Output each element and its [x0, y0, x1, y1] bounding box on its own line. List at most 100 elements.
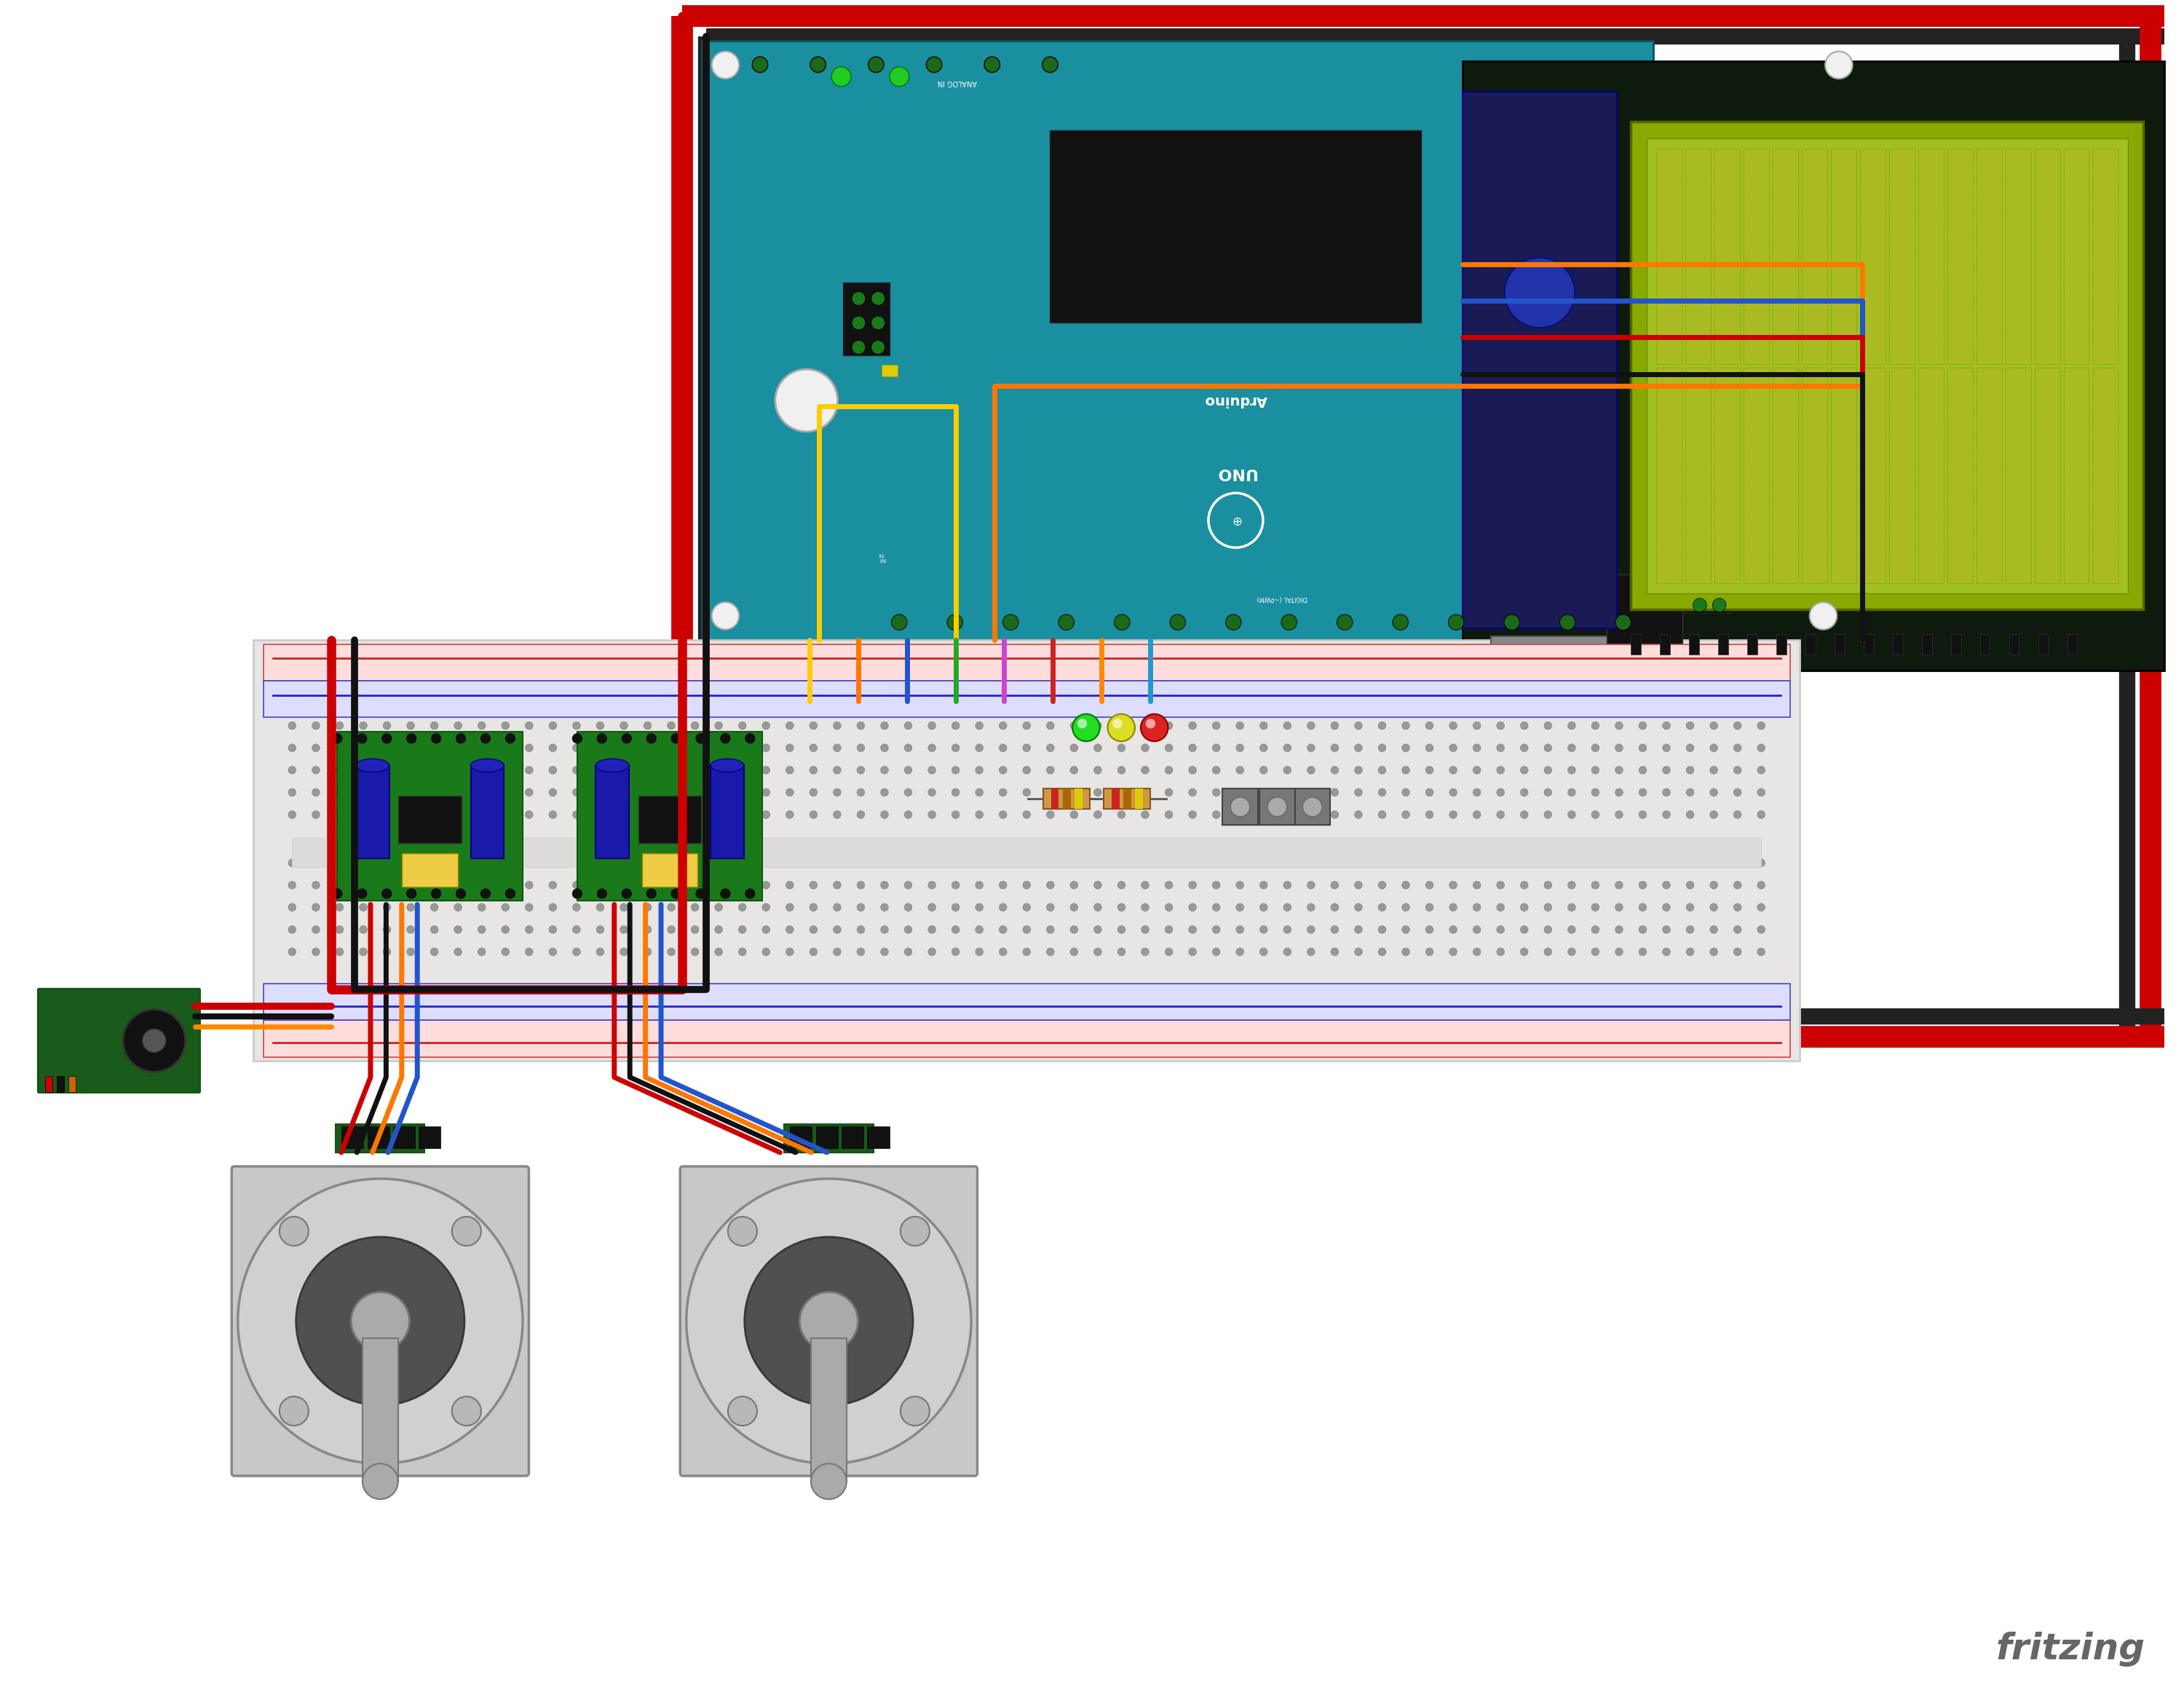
Circle shape — [1662, 788, 1671, 796]
Circle shape — [1568, 744, 1575, 752]
Circle shape — [948, 614, 963, 629]
Ellipse shape — [710, 759, 745, 773]
Circle shape — [762, 881, 771, 889]
Circle shape — [1472, 926, 1481, 933]
Ellipse shape — [1494, 192, 1533, 224]
Text: UNO: UNO — [1216, 466, 1256, 479]
Circle shape — [1094, 766, 1101, 774]
Circle shape — [572, 948, 581, 957]
Circle shape — [646, 734, 655, 744]
Circle shape — [1188, 766, 1197, 774]
Circle shape — [1472, 881, 1481, 889]
Circle shape — [880, 904, 889, 911]
Circle shape — [312, 904, 319, 911]
Circle shape — [1284, 722, 1291, 729]
Circle shape — [834, 881, 841, 889]
Circle shape — [360, 859, 367, 867]
Circle shape — [889, 67, 909, 86]
Circle shape — [998, 881, 1007, 889]
Bar — [2064, 368, 2088, 584]
Circle shape — [430, 722, 439, 729]
Circle shape — [622, 889, 631, 899]
Circle shape — [1225, 614, 1241, 629]
Bar — [1136, 788, 1142, 810]
Circle shape — [1046, 811, 1055, 818]
Circle shape — [312, 811, 319, 818]
Circle shape — [1046, 904, 1055, 911]
Circle shape — [1496, 881, 1505, 889]
Circle shape — [1592, 926, 1599, 933]
Bar — [1044, 788, 1090, 810]
Circle shape — [1592, 859, 1599, 867]
Bar — [1863, 634, 1874, 655]
Circle shape — [336, 766, 343, 774]
Circle shape — [1559, 614, 1575, 629]
Circle shape — [690, 881, 699, 889]
Circle shape — [1662, 811, 1671, 818]
Circle shape — [454, 948, 463, 957]
Circle shape — [1164, 766, 1173, 774]
Circle shape — [1592, 904, 1599, 911]
Ellipse shape — [356, 759, 389, 773]
Circle shape — [454, 881, 463, 889]
Circle shape — [1662, 766, 1671, 774]
Circle shape — [1520, 904, 1529, 911]
Circle shape — [1046, 859, 1055, 867]
Circle shape — [572, 788, 581, 796]
Circle shape — [312, 926, 319, 933]
Circle shape — [1616, 811, 1623, 818]
Circle shape — [406, 904, 415, 911]
Circle shape — [288, 881, 297, 889]
Circle shape — [312, 766, 319, 774]
Bar — [596, 766, 629, 859]
Circle shape — [288, 904, 297, 911]
Circle shape — [1212, 948, 1221, 957]
Circle shape — [1094, 948, 1101, 957]
Circle shape — [1188, 744, 1197, 752]
Circle shape — [738, 744, 747, 752]
Circle shape — [1284, 859, 1291, 867]
Circle shape — [721, 734, 729, 744]
Circle shape — [904, 788, 913, 796]
Circle shape — [1638, 948, 1647, 957]
Circle shape — [714, 859, 723, 867]
Circle shape — [834, 859, 841, 867]
Circle shape — [480, 889, 491, 899]
Bar — [253, 641, 1800, 1061]
Circle shape — [1758, 811, 1765, 818]
Circle shape — [810, 811, 817, 818]
Circle shape — [480, 734, 491, 744]
Circle shape — [1378, 788, 1387, 796]
Circle shape — [1284, 881, 1291, 889]
Circle shape — [1592, 744, 1599, 752]
Bar — [264, 644, 1791, 682]
Circle shape — [762, 948, 771, 957]
Circle shape — [852, 292, 865, 305]
Circle shape — [596, 881, 605, 889]
Circle shape — [1616, 926, 1623, 933]
Circle shape — [548, 744, 557, 752]
Circle shape — [478, 788, 485, 796]
Circle shape — [1520, 948, 1529, 957]
Circle shape — [668, 881, 675, 889]
Circle shape — [1450, 904, 1457, 911]
Bar — [882, 364, 898, 376]
Bar — [1802, 148, 1828, 364]
Circle shape — [1662, 948, 1671, 957]
Circle shape — [336, 904, 343, 911]
Bar — [1051, 788, 1059, 810]
Circle shape — [502, 722, 509, 729]
Bar — [1747, 634, 1758, 655]
Bar — [1889, 148, 1915, 364]
Circle shape — [1022, 766, 1031, 774]
Circle shape — [1693, 574, 1706, 587]
Circle shape — [1330, 859, 1339, 867]
Circle shape — [1712, 599, 1725, 612]
Circle shape — [1450, 926, 1457, 933]
Circle shape — [738, 722, 747, 729]
Circle shape — [1712, 574, 1725, 587]
Circle shape — [1142, 926, 1149, 933]
Circle shape — [1208, 493, 1262, 548]
Bar — [2092, 148, 2118, 364]
Circle shape — [1022, 744, 1031, 752]
